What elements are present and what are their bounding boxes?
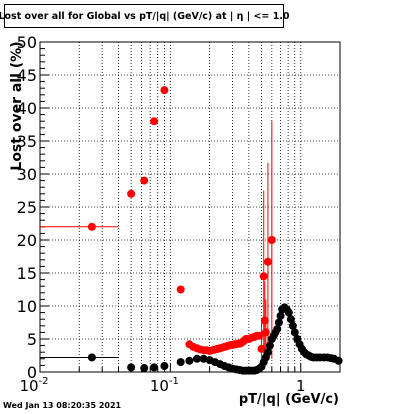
data-point (176, 358, 185, 367)
data-point (150, 363, 159, 372)
x-tick-label: 10-2 (19, 376, 48, 395)
y-tick-label: 20 (17, 231, 37, 250)
y-tick-label: 40 (17, 99, 37, 118)
chart-title: Lost over all for Global vs pT/|q| (GeV/… (0, 4, 290, 28)
data-point (274, 318, 283, 327)
y-tick-label: 30 (17, 165, 37, 184)
series-red (40, 86, 276, 372)
data-point (140, 364, 149, 373)
x-tick-label: 1 (296, 377, 306, 395)
data-point (259, 272, 268, 281)
data-point (150, 117, 159, 126)
y-tick-label: 50 (17, 33, 37, 52)
x-axis-label: pT/|q| (GeV/c) (238, 392, 339, 407)
data-point (140, 176, 149, 185)
data-point (263, 348, 272, 357)
data-point (185, 356, 194, 365)
data-point (263, 257, 272, 266)
data-point (284, 308, 293, 317)
y-tick-label: 45 (17, 66, 37, 85)
timestamp: Wed Jan 13 08:20:35 2021 (3, 401, 122, 410)
data-point (199, 354, 208, 363)
data-point (334, 356, 343, 365)
tick-labels: 0 5 10 15 20 25 30 35 40 45 50 10-2 10-1 1 (17, 33, 306, 395)
data-point (127, 363, 136, 372)
data-point (265, 341, 274, 350)
data-point (290, 328, 299, 337)
data-point (176, 285, 185, 294)
y-tick-label: 15 (17, 264, 37, 283)
data-point (87, 222, 96, 231)
data-point (260, 316, 269, 325)
data-point (160, 362, 169, 371)
y-tick-label: 25 (17, 198, 37, 217)
data-point (192, 354, 201, 363)
series-group (40, 86, 343, 375)
data-point (87, 353, 96, 362)
y-tick-label: 5 (27, 330, 37, 349)
data-point (288, 321, 297, 330)
y-axis-label: Lost over all (%) (9, 41, 25, 171)
data-point (127, 189, 136, 198)
data-point (160, 86, 169, 95)
series-black (40, 303, 343, 375)
axis-ticks (39, 41, 341, 373)
x-tick-label: 10-1 (150, 376, 179, 395)
data-point (276, 311, 285, 320)
y-tick-label: 0 (27, 363, 37, 382)
data-point (286, 315, 295, 324)
y-tick-label: 10 (17, 297, 37, 316)
data-point (261, 328, 270, 337)
y-tick-label: 35 (17, 132, 37, 151)
data-point (267, 236, 276, 244)
data-point (273, 325, 282, 334)
